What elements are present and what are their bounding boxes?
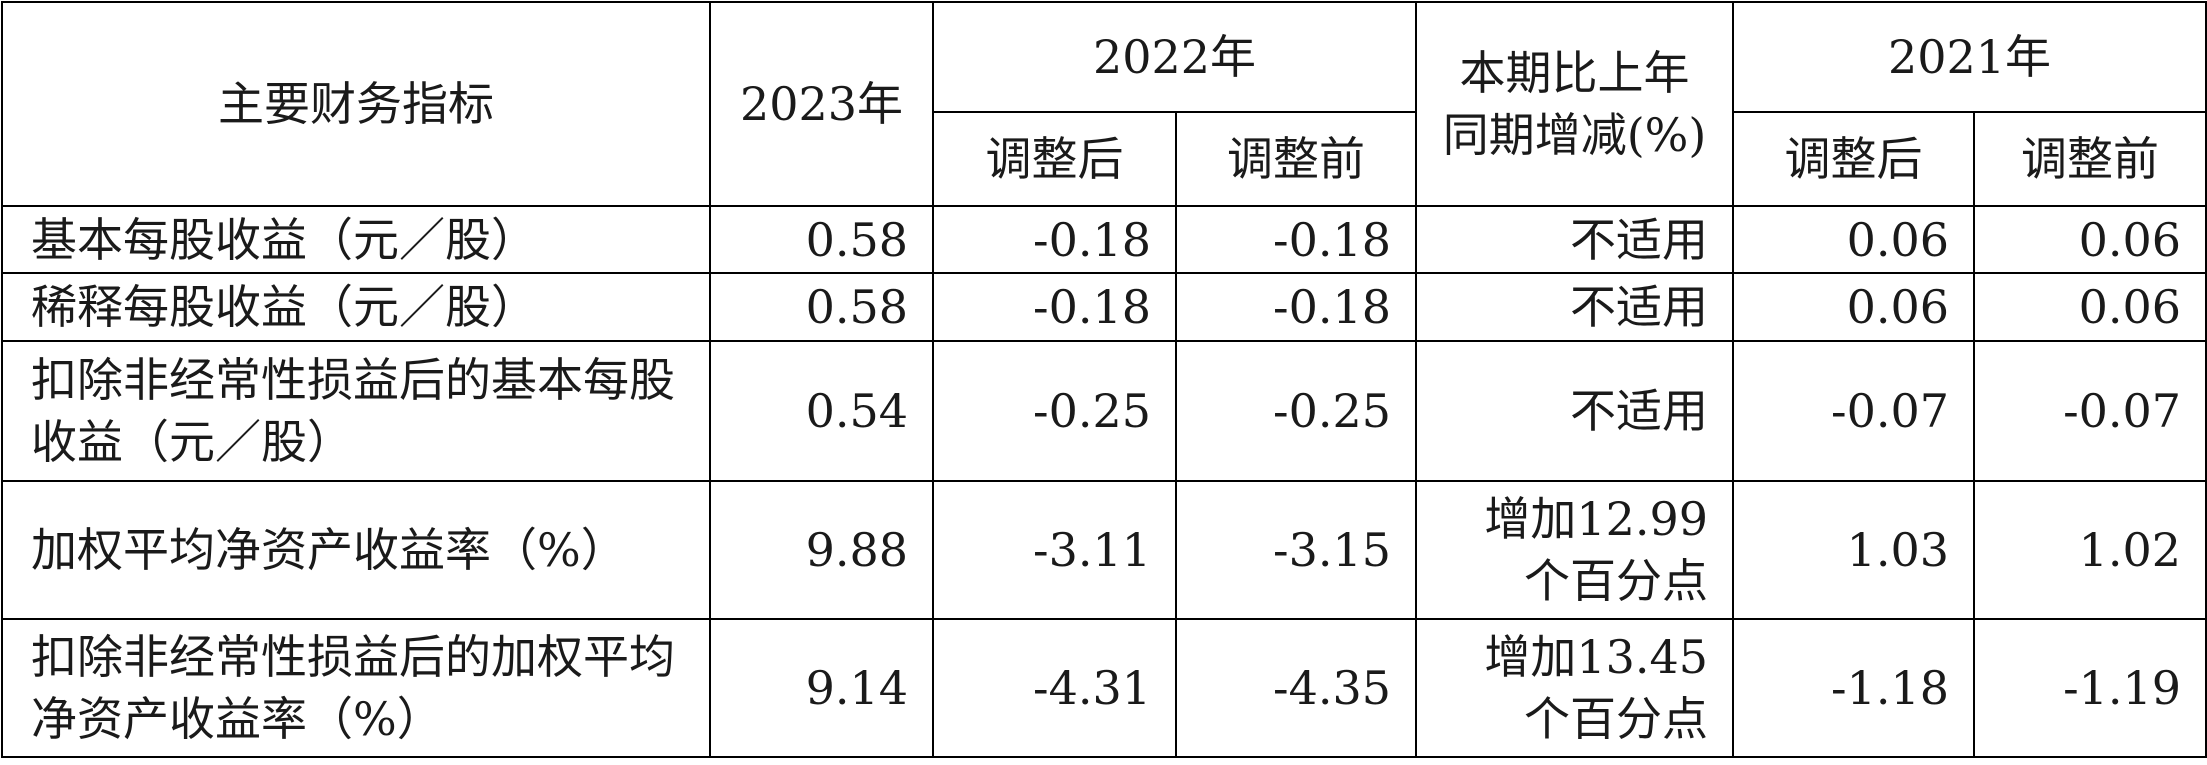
cell-2021-after: -0.07: [1732, 340, 1976, 482]
cell-2022-before: -0.18: [1174, 205, 1418, 274]
table-row: 加权平均净资产收益率（%） 9.88 -3.11 -3.15 增加12.99个百…: [1, 480, 2207, 620]
cell-2022-before: -0.25: [1174, 340, 1418, 482]
header-2021-adjusted-before: 调整前: [1973, 111, 2207, 207]
row-label: 稀释每股收益（元／股）: [1, 272, 711, 342]
cell-2021-before: -1.19: [1973, 618, 2207, 758]
header-row-sub: 调整后 调整前 调整后 调整前: [2, 111, 2207, 207]
row-label: 扣除非经常性损益后的基本每股收益（元／股）: [1, 340, 711, 482]
row-label: 扣除非经常性损益后的加权平均净资产收益率（%）: [1, 618, 711, 758]
header-year-2023: 2023年: [709, 1, 934, 207]
cell-2022-after: -0.25: [932, 340, 1177, 482]
header-indicator: 主要财务指标: [1, 1, 711, 207]
table-row: 稀释每股收益（元／股） 0.58 -0.18 -0.18 不适用 0.06 0.…: [1, 272, 2207, 342]
cell-change: 增加13.45个百分点: [1415, 618, 1735, 758]
cell-change: 不适用: [1415, 340, 1735, 482]
header-2022-adjusted-before: 调整前: [1174, 111, 1418, 207]
cell-2022-after: -3.11: [932, 480, 1177, 620]
header-2021-adjusted-after: 调整后: [1732, 111, 1976, 207]
header-year-2022: 2022年: [931, 1, 1418, 113]
cell-2022-before: -0.18: [1174, 272, 1418, 342]
cell-2021-before: 0.06: [1973, 272, 2207, 342]
cell-2021-after: 0.06: [1732, 272, 1976, 342]
header-year-2021: 2021年: [1732, 1, 2207, 113]
cell-2021-before: 0.06: [1973, 205, 2207, 274]
cell-change: 不适用: [1415, 205, 1735, 274]
cell-change: 增加12.99个百分点: [1415, 480, 1735, 620]
cell-2023: 9.88: [709, 480, 934, 620]
header-2022-adjusted-after: 调整后: [932, 111, 1177, 207]
cell-2023: 0.58: [709, 272, 934, 342]
cell-2022-before: -3.15: [1174, 480, 1418, 620]
cell-2021-before: -0.07: [1973, 340, 2207, 482]
header-row-top: 主要财务指标 2023年 2022年 本期比上年同期增减(%) 2021年: [1, 1, 2207, 207]
cell-2023: 9.14: [709, 618, 934, 758]
cell-2021-after: -1.18: [1732, 618, 1976, 758]
cell-2022-after: -0.18: [932, 205, 1177, 274]
cell-2023: 0.54: [709, 340, 934, 482]
cell-2023: 0.58: [709, 205, 934, 274]
cell-2021-after: 1.03: [1732, 480, 1976, 620]
row-label: 基本每股收益（元／股）: [1, 205, 711, 274]
cell-2021-before: 1.02: [1973, 480, 2207, 620]
cell-change: 不适用: [1415, 272, 1735, 342]
cell-2022-after: -4.31: [932, 618, 1177, 758]
cell-2021-after: 0.06: [1732, 205, 1976, 274]
header-change: 本期比上年同期增减(%): [1415, 1, 1735, 207]
table-row: 基本每股收益（元／股） 0.58 -0.18 -0.18 不适用 0.06 0.…: [1, 205, 2207, 274]
row-label: 加权平均净资产收益率（%）: [1, 480, 711, 620]
table-row: 扣除非经常性损益后的加权平均净资产收益率（%） 9.14 -4.31 -4.35…: [1, 618, 2207, 758]
cell-2022-after: -0.18: [932, 272, 1177, 342]
table-row: 扣除非经常性损益后的基本每股收益（元／股） 0.54 -0.25 -0.25 不…: [1, 340, 2207, 482]
cell-2022-before: -4.35: [1174, 618, 1418, 758]
